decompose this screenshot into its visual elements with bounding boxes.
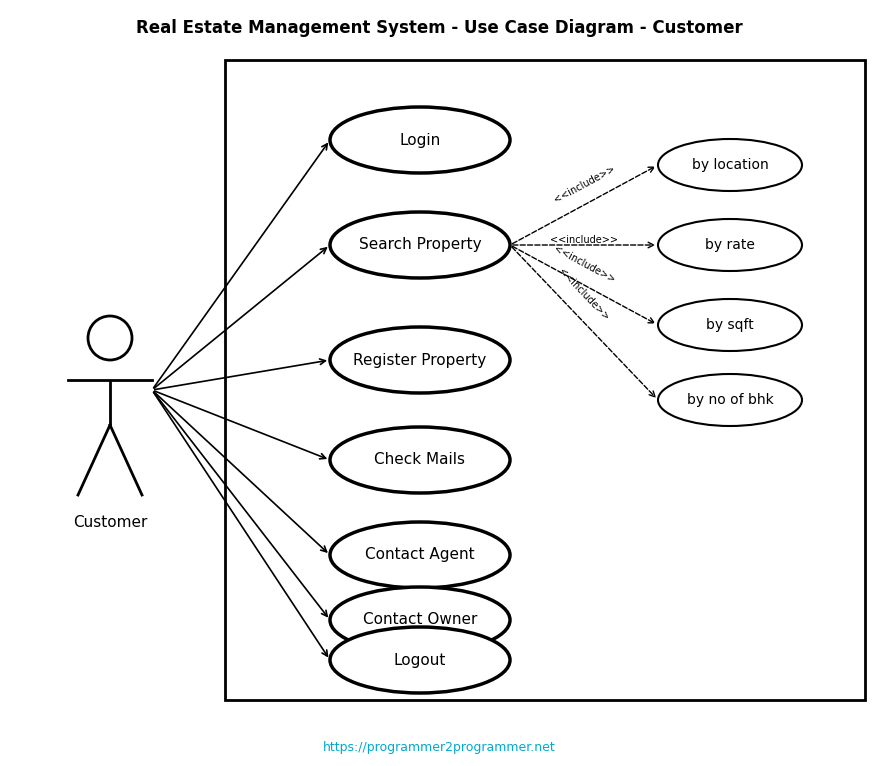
Text: Customer: Customer xyxy=(73,515,147,530)
Text: by rate: by rate xyxy=(704,238,754,252)
Ellipse shape xyxy=(657,299,801,351)
Ellipse shape xyxy=(330,327,510,393)
Ellipse shape xyxy=(657,219,801,271)
Text: Contact Owner: Contact Owner xyxy=(362,613,476,627)
Ellipse shape xyxy=(657,374,801,426)
Text: Logout: Logout xyxy=(394,653,446,667)
Text: by no of bhk: by no of bhk xyxy=(686,393,773,407)
Text: <<include>>: <<include>> xyxy=(551,164,616,205)
Text: Login: Login xyxy=(399,133,440,148)
Ellipse shape xyxy=(657,139,801,191)
Ellipse shape xyxy=(330,107,510,173)
Ellipse shape xyxy=(330,522,510,588)
Text: Register Property: Register Property xyxy=(353,352,486,368)
Text: https://programmer2programmer.net: https://programmer2programmer.net xyxy=(322,741,555,755)
Bar xyxy=(225,60,864,700)
Text: <<include>>: <<include>> xyxy=(551,244,616,285)
Text: Search Property: Search Property xyxy=(359,237,481,253)
Text: Real Estate Management System - Use Case Diagram - Customer: Real Estate Management System - Use Case… xyxy=(135,19,742,37)
Text: Check Mails: Check Mails xyxy=(374,453,465,467)
Text: <<include>>: <<include>> xyxy=(549,235,617,245)
Ellipse shape xyxy=(330,427,510,493)
Circle shape xyxy=(88,316,132,360)
Text: Contact Agent: Contact Agent xyxy=(365,548,474,562)
Text: <<include>>: <<include>> xyxy=(556,267,610,322)
Ellipse shape xyxy=(330,212,510,278)
Ellipse shape xyxy=(330,587,510,653)
Text: by sqft: by sqft xyxy=(705,318,753,332)
Text: by location: by location xyxy=(691,158,767,172)
Ellipse shape xyxy=(330,627,510,693)
